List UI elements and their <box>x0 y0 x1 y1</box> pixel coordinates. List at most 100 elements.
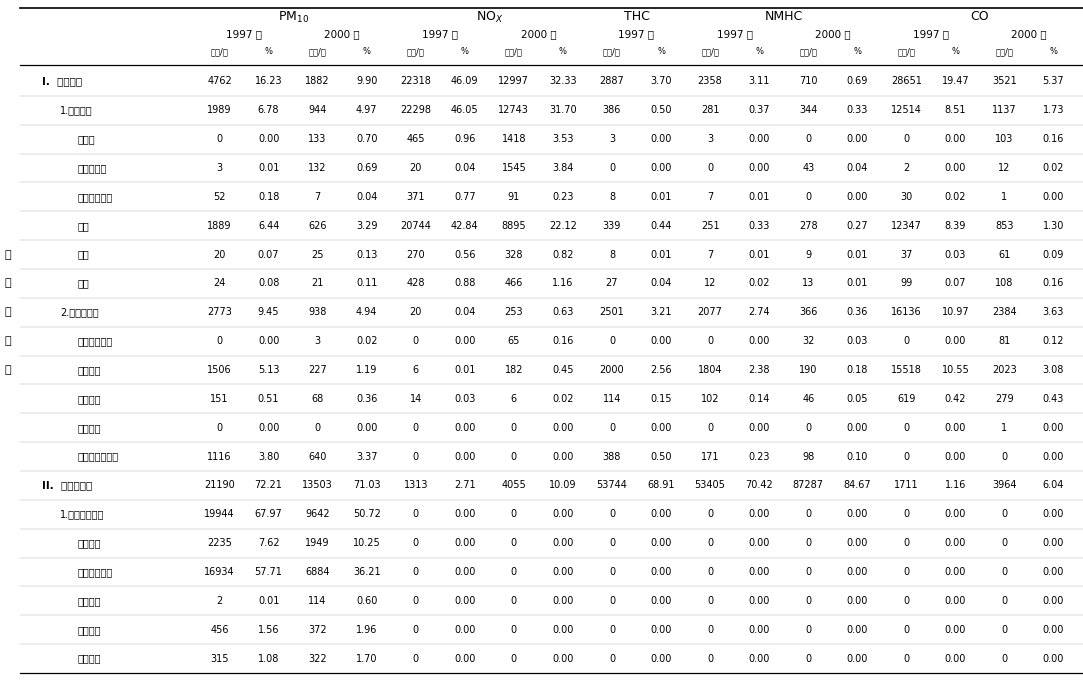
Text: 0.00: 0.00 <box>944 509 966 520</box>
Text: 2501: 2501 <box>600 307 624 317</box>
Text: 0.00: 0.00 <box>748 624 770 635</box>
Text: 2000 年: 2000 年 <box>814 29 850 39</box>
Text: 0.00: 0.00 <box>944 538 966 548</box>
Text: 50.72: 50.72 <box>353 509 380 520</box>
Text: 2000 年: 2000 年 <box>521 29 557 39</box>
Text: 0: 0 <box>609 624 615 635</box>
Text: 0.00: 0.00 <box>356 423 377 432</box>
Text: 0.01: 0.01 <box>847 249 867 259</box>
Text: 0: 0 <box>903 654 910 663</box>
Text: 0.10: 0.10 <box>847 452 867 462</box>
Text: 0.02: 0.02 <box>1043 163 1065 173</box>
Text: 2235: 2235 <box>207 538 232 548</box>
Text: 8.39: 8.39 <box>944 221 966 231</box>
Text: 6.44: 6.44 <box>258 221 279 231</box>
Text: 8895: 8895 <box>501 221 526 231</box>
Text: 0.00: 0.00 <box>847 596 867 606</box>
Text: 0.00: 0.00 <box>454 538 475 548</box>
Text: 0.12: 0.12 <box>1043 336 1065 346</box>
Text: 0: 0 <box>707 423 713 432</box>
Text: 0.00: 0.00 <box>748 163 770 173</box>
Text: 0.00: 0.00 <box>454 509 475 520</box>
Text: 0.51: 0.51 <box>258 394 279 404</box>
Text: 1.70: 1.70 <box>356 654 378 663</box>
Text: 工業: 工業 <box>78 221 90 231</box>
Text: 公噸/年: 公噸/年 <box>799 48 818 57</box>
Text: 6884: 6884 <box>305 567 330 577</box>
Text: 1.08: 1.08 <box>258 654 279 663</box>
Text: 0.00: 0.00 <box>650 654 671 663</box>
Text: 52: 52 <box>213 192 225 202</box>
Text: 344: 344 <box>799 106 818 115</box>
Text: 65: 65 <box>508 336 520 346</box>
Text: 0.00: 0.00 <box>454 596 475 606</box>
Text: 3: 3 <box>707 134 713 144</box>
Text: 0: 0 <box>1002 624 1007 635</box>
Text: 19944: 19944 <box>205 509 235 520</box>
Text: 22.12: 22.12 <box>549 221 577 231</box>
Text: 0.00: 0.00 <box>847 192 867 202</box>
Text: 4.94: 4.94 <box>356 307 377 317</box>
Text: 151: 151 <box>210 394 229 404</box>
Text: 7: 7 <box>314 192 321 202</box>
Text: 0.36: 0.36 <box>847 307 867 317</box>
Text: 0: 0 <box>609 163 615 173</box>
Text: 0.00: 0.00 <box>944 134 966 144</box>
Text: 68: 68 <box>312 394 324 404</box>
Text: 0.00: 0.00 <box>748 423 770 432</box>
Text: 7: 7 <box>707 192 714 202</box>
Text: %: % <box>853 48 861 57</box>
Text: 944: 944 <box>309 106 327 115</box>
Text: 1949: 1949 <box>305 538 330 548</box>
Text: 4.97: 4.97 <box>356 106 378 115</box>
Text: 0.00: 0.00 <box>847 423 867 432</box>
Text: 102: 102 <box>701 394 719 404</box>
Text: 0: 0 <box>609 654 615 663</box>
Text: 7: 7 <box>707 249 714 259</box>
Text: 43: 43 <box>803 163 814 173</box>
Text: 21: 21 <box>312 279 324 289</box>
Text: 9.90: 9.90 <box>356 76 377 86</box>
Text: 12743: 12743 <box>498 106 530 115</box>
Text: 1.16: 1.16 <box>944 480 966 490</box>
Text: 98: 98 <box>803 452 814 462</box>
Text: 0: 0 <box>805 538 811 548</box>
Text: 0.04: 0.04 <box>356 192 377 202</box>
Text: 0.01: 0.01 <box>847 279 867 289</box>
Text: 0.03: 0.03 <box>847 336 867 346</box>
Text: 0.00: 0.00 <box>454 567 475 577</box>
Text: 710: 710 <box>799 76 818 86</box>
Text: 1.燃料燃燒: 1.燃料燃燒 <box>60 106 93 115</box>
Text: 0.00: 0.00 <box>1043 654 1065 663</box>
Text: 0: 0 <box>903 423 910 432</box>
Text: 0.01: 0.01 <box>258 596 279 606</box>
Text: 2.56: 2.56 <box>650 365 671 375</box>
Text: 0.00: 0.00 <box>454 654 475 663</box>
Text: 0: 0 <box>609 509 615 520</box>
Text: 1.96: 1.96 <box>356 624 377 635</box>
Text: 固: 固 <box>4 249 11 259</box>
Text: 16136: 16136 <box>891 307 922 317</box>
Text: 0: 0 <box>217 336 223 346</box>
Text: 0.82: 0.82 <box>552 249 574 259</box>
Text: 0: 0 <box>903 452 910 462</box>
Text: 114: 114 <box>603 394 622 404</box>
Text: 0: 0 <box>1002 654 1007 663</box>
Text: 0.00: 0.00 <box>1043 509 1065 520</box>
Text: 0.00: 0.00 <box>258 336 279 346</box>
Text: 0.00: 0.00 <box>748 134 770 144</box>
Text: 森林火災: 森林火災 <box>78 423 102 432</box>
Text: 0.37: 0.37 <box>748 106 770 115</box>
Text: 0: 0 <box>903 538 910 548</box>
Text: 3: 3 <box>609 134 615 144</box>
Text: 1.30: 1.30 <box>1043 221 1065 231</box>
Text: 0.00: 0.00 <box>650 336 671 346</box>
Text: 0.02: 0.02 <box>356 336 378 346</box>
Text: 0.14: 0.14 <box>748 394 770 404</box>
Text: 6.78: 6.78 <box>258 106 279 115</box>
Text: 1889: 1889 <box>207 221 232 231</box>
Text: 6.04: 6.04 <box>1043 480 1065 490</box>
Text: 7.62: 7.62 <box>258 538 279 548</box>
Text: 322: 322 <box>309 654 327 663</box>
Text: 0.00: 0.00 <box>748 538 770 548</box>
